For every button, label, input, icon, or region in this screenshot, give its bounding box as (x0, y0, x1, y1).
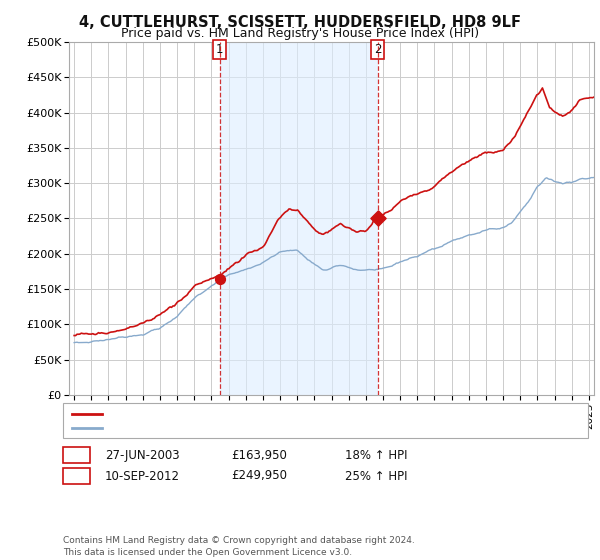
Text: Price paid vs. HM Land Registry's House Price Index (HPI): Price paid vs. HM Land Registry's House … (121, 27, 479, 40)
Text: 18% ↑ HPI: 18% ↑ HPI (345, 449, 407, 462)
Text: 1: 1 (73, 449, 80, 462)
Text: HPI: Average price, detached house, Kirklees: HPI: Average price, detached house, Kirk… (108, 423, 343, 433)
Text: 2: 2 (374, 43, 382, 55)
Text: 27-JUN-2003: 27-JUN-2003 (105, 449, 179, 462)
Text: 10-SEP-2012: 10-SEP-2012 (105, 469, 180, 483)
Text: £163,950: £163,950 (231, 449, 287, 462)
Point (215, 274, 224, 283)
Text: 2: 2 (73, 469, 80, 483)
Bar (220, 42, 377, 395)
Text: 4, CUTTLEHURST, SCISSETT, HUDDERSFIELD, HD8 9LF (detached house): 4, CUTTLEHURST, SCISSETT, HUDDERSFIELD, … (108, 409, 484, 419)
Text: Contains HM Land Registry data © Crown copyright and database right 2024.
This d: Contains HM Land Registry data © Crown c… (63, 536, 415, 557)
Text: £249,950: £249,950 (231, 469, 287, 483)
Point (373, 214, 382, 223)
Text: 1: 1 (216, 43, 223, 55)
Text: 4, CUTTLEHURST, SCISSETT, HUDDERSFIELD, HD8 9LF: 4, CUTTLEHURST, SCISSETT, HUDDERSFIELD, … (79, 15, 521, 30)
Text: 25% ↑ HPI: 25% ↑ HPI (345, 469, 407, 483)
